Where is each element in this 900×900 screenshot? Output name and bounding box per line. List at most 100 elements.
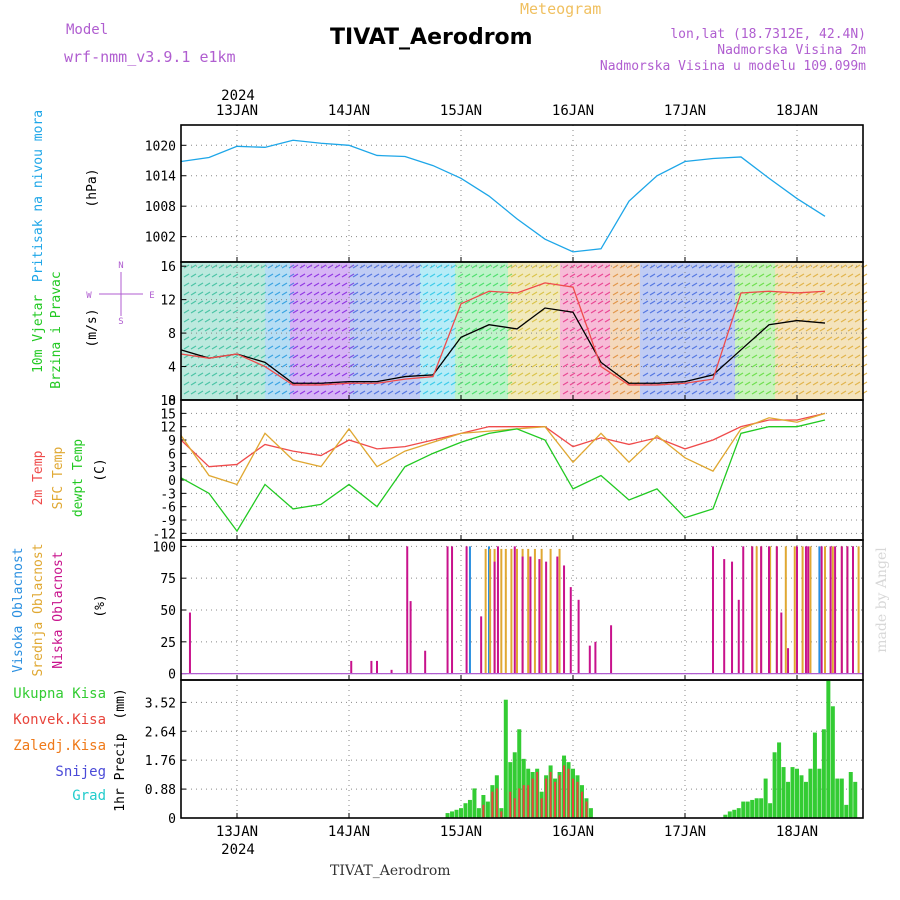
wind-barb	[784, 309, 791, 314]
wind-barb	[190, 390, 197, 395]
wind-barb	[524, 273, 531, 278]
wind-dir-w-label: W	[86, 291, 92, 301]
wind-barb	[422, 291, 429, 296]
wind-barb	[719, 390, 726, 395]
bar-precipitation	[826, 680, 831, 818]
wind-barb	[267, 309, 274, 314]
wind-barb	[422, 264, 429, 269]
wind-barb	[590, 327, 597, 332]
wind-barb	[854, 354, 861, 359]
y-tick-label: 2.64	[145, 725, 176, 740]
wind-barb	[719, 372, 726, 377]
wind-barb	[394, 354, 401, 359]
wind-barb	[499, 282, 506, 287]
wind-barb	[545, 273, 552, 278]
wind-barb	[225, 309, 232, 314]
wind-barb	[545, 345, 552, 350]
wind-barb	[485, 282, 492, 287]
wind-barb	[517, 390, 524, 395]
bar-clouds	[824, 546, 826, 674]
wind-barb	[649, 345, 656, 350]
wind-barb	[408, 354, 415, 359]
wind-barb	[183, 273, 190, 278]
wind-barb	[478, 390, 485, 395]
wind-barb	[334, 309, 341, 314]
wind-barb	[211, 363, 218, 368]
wind-barb	[281, 327, 288, 332]
bar-precipitation	[485, 801, 490, 818]
wind-barb	[791, 300, 798, 305]
y-tick-label: 1.76	[145, 754, 176, 769]
wind-barb	[633, 336, 640, 341]
wind-barb	[471, 345, 478, 350]
temperature-axis-labels: 2m Temp SFC Temp dewpt Temp	[31, 439, 86, 517]
wind-barb	[698, 282, 705, 287]
wind-barb	[772, 291, 779, 296]
bar-clouds	[446, 546, 449, 674]
bar-precipitation	[467, 799, 472, 818]
bar-precipitation	[463, 803, 468, 818]
bar-precipitation	[508, 762, 513, 818]
wind-barb	[380, 300, 387, 305]
bottom-day-label: 18JAN	[776, 824, 818, 840]
bar-clouds	[533, 548, 536, 674]
wind-barb	[232, 345, 239, 350]
wind-barb	[656, 291, 663, 296]
wind-barb	[726, 264, 733, 269]
wind-barb	[401, 390, 408, 395]
wind-barb	[552, 363, 559, 368]
wind-barb	[684, 318, 691, 323]
wind-barb	[408, 336, 415, 341]
wind-barb	[394, 282, 401, 287]
wind-barb	[626, 363, 633, 368]
wind-barb	[597, 345, 604, 350]
bar-precipitation	[745, 801, 750, 818]
wind-barb	[784, 327, 791, 332]
wind-barb	[394, 264, 401, 269]
wind-barb	[366, 282, 373, 287]
wind-barb	[552, 309, 559, 314]
wind-barb	[791, 363, 798, 368]
wind-barb	[531, 318, 538, 323]
wind-barb	[604, 309, 611, 314]
wind-barb	[510, 264, 517, 269]
wind-barb	[274, 390, 281, 395]
wind-barb	[642, 264, 649, 269]
bar-precipitation	[554, 781, 557, 818]
wind-barb	[492, 372, 499, 377]
wind-barb	[246, 318, 253, 323]
wind-barb	[380, 318, 387, 323]
wind-axis-label-line1: 10m Vjetar	[31, 295, 46, 373]
wind-barb	[299, 327, 306, 332]
wind-barb	[604, 345, 611, 350]
bar-clouds	[521, 556, 524, 674]
wind-barb	[348, 390, 355, 395]
wind-barb	[341, 363, 348, 368]
bar-precipitation	[763, 778, 768, 818]
wind-barb	[380, 309, 387, 314]
wind-barb	[366, 273, 373, 278]
wind-barb	[429, 309, 436, 314]
wind-barb	[758, 318, 765, 323]
temp2m-axis-label: 2m Temp	[31, 450, 46, 505]
wind-barb	[197, 345, 204, 350]
bar-clouds	[768, 546, 770, 674]
wind-barb	[274, 336, 281, 341]
wind-barb	[649, 363, 656, 368]
wind-barb	[218, 336, 225, 341]
wind-barb	[656, 354, 663, 359]
wind-barb	[777, 390, 784, 395]
wind-barb	[524, 282, 531, 287]
temperature-unit-label: (C)	[93, 458, 108, 481]
series-line-0	[180, 139, 826, 253]
bar-clouds	[480, 616, 483, 674]
bar-clouds	[780, 612, 783, 674]
wind-barb	[352, 309, 359, 314]
y-tick-label: 25	[160, 636, 176, 651]
bar-precipitation	[768, 803, 773, 818]
wind-barb	[464, 390, 471, 395]
wind-barb	[485, 372, 492, 377]
y-tick-label: -3	[160, 487, 176, 502]
wind-barb	[712, 354, 719, 359]
wind-barb	[698, 345, 705, 350]
